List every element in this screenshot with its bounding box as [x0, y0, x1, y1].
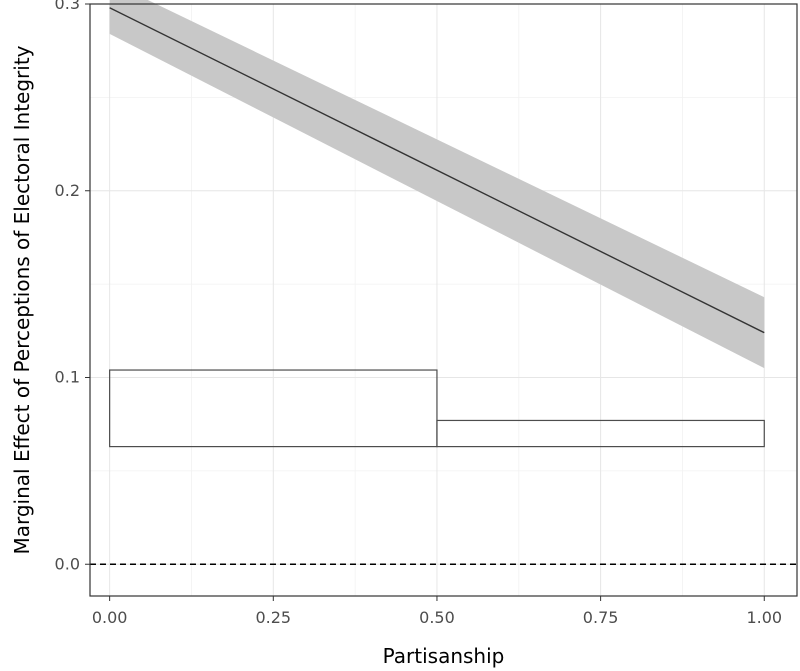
panel-border — [89, 3, 798, 597]
effect-line-layer — [109, 7, 765, 334]
x-tick-label-1: 0.25 — [255, 608, 291, 627]
histogram-bin-0 — [109, 369, 438, 448]
effect-line — [109, 7, 765, 334]
x-axis-ticks: 0.00 0.25 0.50 0.75 1.00 — [92, 596, 782, 627]
y-axis-ticks: 0.0 0.1 0.2 0.3 — [55, 0, 90, 573]
confidence-band — [109, 0, 765, 369]
y-tick-label-0: 0.0 — [55, 554, 80, 573]
x-axis-title: Partisanship — [383, 644, 505, 668]
x-tick-label-0: 0.00 — [92, 608, 128, 627]
y-tick-label-2: 0.2 — [55, 181, 80, 200]
histogram-layer — [109, 369, 765, 448]
x-tick-label-2: 0.50 — [419, 608, 455, 627]
y-axis-title: Marginal Effect of Perceptions of Electo… — [10, 45, 34, 554]
histogram-bin-1 — [436, 419, 765, 448]
x-tick-label-3: 0.75 — [583, 608, 619, 627]
x-tick-label-4: 1.00 — [746, 608, 782, 627]
confidence-band-layer — [109, 0, 765, 369]
y-tick-label-1: 0.1 — [55, 368, 80, 387]
y-tick-label-3: 0.3 — [55, 0, 80, 13]
